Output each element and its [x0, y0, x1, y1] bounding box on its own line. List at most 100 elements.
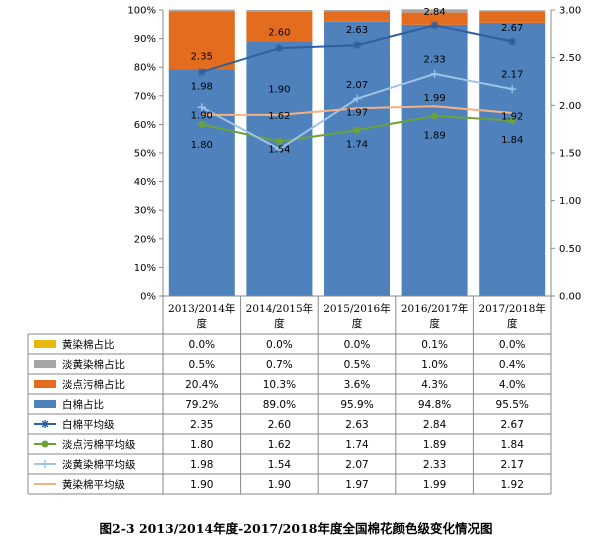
left-axis-tick-label: 10% — [134, 263, 156, 274]
table-row-label: 白棉平均级 — [62, 418, 115, 431]
line-data-label: 1.97 — [346, 108, 368, 119]
table-cell: 2.35 — [190, 419, 213, 431]
table-cell: 0.7% — [266, 359, 293, 371]
table-cell: 1.84 — [501, 439, 525, 451]
table-cell: 2.63 — [345, 419, 368, 431]
table-cell: 0.4% — [499, 359, 526, 371]
table-cell: 3.6% — [344, 379, 371, 391]
line-data-label: 2.60 — [268, 28, 290, 39]
table-cell: 1.90 — [268, 479, 291, 491]
line-data-label: 1.99 — [423, 93, 445, 104]
line-data-label: 2.84 — [423, 7, 445, 18]
left-axis-tick-label: 90% — [134, 34, 156, 45]
bar-segment — [246, 10, 313, 13]
legend-marker — [41, 440, 49, 448]
line-data-label: 1.90 — [191, 110, 213, 121]
table-cell: 1.92 — [501, 479, 524, 491]
table-cell: 0.5% — [188, 359, 215, 371]
table-cell: 89.0% — [263, 399, 296, 411]
line-marker — [508, 117, 516, 125]
left-axis-tick-label: 70% — [134, 91, 156, 102]
table-cell: 4.0% — [499, 379, 526, 391]
table-cell: 2.33 — [423, 459, 446, 471]
table-row-label: 淡点污棉占比 — [62, 378, 125, 391]
bar-segment — [168, 9, 235, 12]
left-axis-tick-label: 100% — [127, 6, 156, 17]
table-cell: 2.17 — [501, 459, 524, 471]
bar-segment — [324, 21, 390, 296]
table-cell: 20.4% — [185, 379, 218, 391]
line-data-label: 2.07 — [346, 80, 368, 91]
table-cell: 2.60 — [268, 419, 291, 431]
category-label: 度 — [352, 317, 363, 330]
chart-svg: 0% 10% 20% 30% 40% 50% 60% 70% 80% 90% 100% 0.00 0.5… — [27, 6, 581, 495]
bar-segment — [168, 11, 235, 70]
table-row-label: 白棉占比 — [62, 398, 104, 411]
bar-segment — [401, 9, 468, 13]
legend-swatch — [34, 340, 56, 348]
table-cell: 1.80 — [190, 439, 213, 451]
line-data-label: 1.98 — [191, 82, 213, 93]
line-data-label: 2.33 — [423, 54, 445, 65]
table-cell: 2.84 — [423, 419, 447, 431]
table-cell: 0.0% — [266, 339, 293, 351]
table-cell: 95.9% — [340, 399, 373, 411]
category-label: 度 — [429, 317, 440, 330]
table-cell: 2.07 — [345, 459, 368, 471]
line-marker — [508, 85, 517, 94]
line-data-label: 1.80 — [191, 140, 213, 151]
right-axis-tick-label: 0.00 — [559, 292, 581, 303]
table-cell: 2.67 — [501, 419, 524, 431]
table-cell: 1.99 — [423, 479, 446, 491]
left-axis-tick-label: 60% — [134, 120, 156, 131]
table-row-label: 淡点污棉平均级 — [62, 438, 136, 451]
table-cell: 1.98 — [190, 459, 213, 471]
line-data-label: 2.67 — [501, 23, 523, 34]
right-axis-tick-label: 2.50 — [559, 53, 581, 64]
category-label: 2017/2018年 — [478, 302, 545, 315]
line-marker — [430, 69, 439, 78]
right-axis-tick-label: 3.00 — [559, 6, 581, 17]
table-row-label: 淡黄染棉平均级 — [62, 458, 136, 471]
line-marker — [197, 103, 206, 112]
bar-segment — [479, 22, 546, 297]
table-cell: 94.8% — [418, 399, 451, 411]
table-cell: 1.0% — [421, 359, 448, 371]
line-data-label: 1.74 — [346, 140, 368, 151]
line-marker — [353, 126, 361, 134]
bar-segment — [401, 24, 468, 296]
table-cell: 0.5% — [344, 359, 371, 371]
line-marker — [508, 37, 517, 46]
line-marker — [275, 145, 284, 154]
bar-segment — [401, 12, 468, 25]
table-cell: 1.54 — [268, 459, 292, 471]
legend-swatch — [34, 360, 56, 368]
line-data-label: 1.84 — [501, 135, 523, 146]
line-series — [201, 105, 513, 116]
right-axis-tick-label: 0.50 — [559, 244, 581, 255]
table-cell: 10.3% — [263, 379, 296, 391]
line-data-label: 1.54 — [268, 145, 290, 156]
table-cell: 1.62 — [268, 439, 291, 451]
table-row-label: 黄染棉占比 — [62, 338, 115, 351]
left-axis-tick-label: 30% — [134, 206, 156, 217]
table-cell: 4.3% — [421, 379, 448, 391]
line-data-label: 2.35 — [191, 51, 213, 62]
table-row-label: 淡黄染棉占比 — [62, 358, 125, 371]
line-marker — [430, 21, 439, 30]
line-data-label: 2.17 — [501, 70, 523, 81]
table-cell: 0.0% — [188, 339, 215, 351]
legend-marker — [41, 460, 49, 468]
line-data-label: 1.90 — [268, 84, 290, 95]
line-marker — [198, 120, 206, 128]
bar-segment — [324, 10, 390, 12]
category-label: 度 — [507, 317, 518, 330]
category-label: 2014/2015年 — [246, 302, 313, 315]
bar-segment — [324, 11, 390, 22]
line-marker — [431, 112, 439, 120]
table-cell: 1.97 — [345, 479, 368, 491]
left-axis-tick-label: 40% — [134, 177, 156, 188]
table-cell: 0.1% — [421, 339, 448, 351]
line-data-label: 1.89 — [423, 130, 445, 141]
right-axis-tick-label: 2.00 — [559, 101, 581, 112]
